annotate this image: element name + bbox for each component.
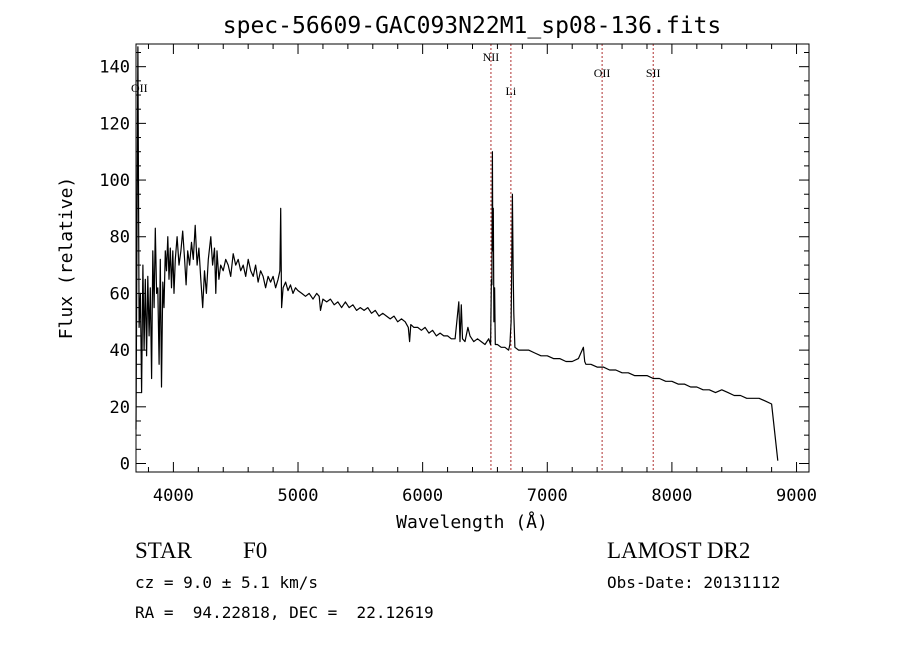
x-tick-label: 6000 (402, 486, 443, 506)
x-tick-label: 9000 (776, 486, 817, 506)
spectral-line-label: OII (594, 66, 611, 80)
y-axis-label: Flux (relative) (56, 177, 77, 340)
ra-dec-coordinates: RA = 94.22818, DEC = 22.12619 (135, 603, 434, 622)
redshift-cz: cz = 9.0 ± 5.1 km/s (135, 573, 319, 592)
y-tick-label: 40 (110, 341, 130, 361)
x-tick-label: 8000 (651, 486, 692, 506)
plot-frame (135, 43, 810, 473)
spectral-line-label: SII (646, 66, 661, 80)
observation-date: Obs-Date: 20131112 (607, 573, 781, 592)
y-tick-label: 0 (120, 454, 130, 474)
y-tick-label: 120 (99, 114, 130, 134)
y-axis-ticks: 0 20 40 60 80 100 120 140 (99, 52, 809, 474)
y-tick-label: 140 (99, 58, 130, 78)
x-tick-label: 7000 (527, 486, 568, 506)
spectral-line-label: NII (483, 50, 500, 64)
object-subclass: F0 (243, 538, 268, 563)
x-axis-ticks: 4000 5000 6000 7000 8000 9000 (147, 44, 817, 506)
y-tick-label: 80 (110, 228, 130, 248)
spectrum-line (135, 46, 779, 461)
spectral-line-label: OII (131, 81, 148, 95)
chart-title: spec-56609-GAC093N22M1_sp08-136.fits (223, 13, 722, 39)
x-tick-label: 4000 (153, 486, 194, 506)
y-tick-label: 100 (99, 171, 130, 191)
object-class: STAR (135, 538, 192, 563)
y-tick-label: 60 (110, 284, 130, 304)
x-axis-label: Wavelength (Å) (396, 511, 548, 533)
y-tick-label: 20 (110, 398, 130, 418)
spectral-line-label: Li (506, 84, 517, 98)
x-tick-label: 5000 (278, 486, 319, 506)
survey-name: LAMOST DR2 (607, 538, 751, 563)
spectral-line-markers: OII NII Li OII SII (131, 44, 661, 472)
